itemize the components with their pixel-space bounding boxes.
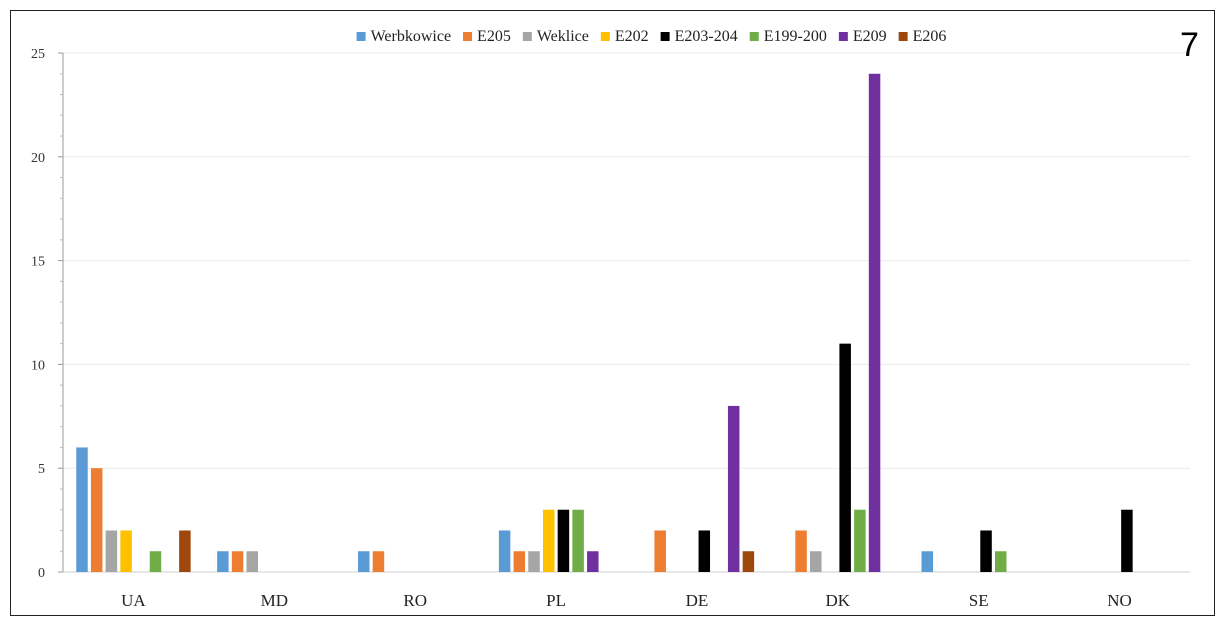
bar-pl-weklice [528, 551, 540, 572]
legend-swatch [522, 32, 532, 41]
y-tick-label: 0 [38, 566, 45, 581]
legend-item: Weklice [522, 28, 589, 45]
bar-ua-e202 [120, 530, 132, 572]
bar-dk-e205 [795, 530, 807, 572]
bar-pl-e205 [513, 551, 526, 572]
legend-label: E205 [477, 28, 511, 45]
bar-de-e203-204 [698, 530, 711, 572]
bar-pl-werbkowice [498, 530, 511, 572]
y-tick-label: 5 [38, 462, 45, 477]
legend-label: E203-204 [675, 28, 738, 45]
bar-pl-e202 [542, 509, 555, 572]
bar-se-werbkowice [921, 551, 933, 572]
bar-md-werbkowice [217, 551, 229, 572]
legend-item: E209 [838, 28, 887, 45]
bar-ro-werbkowice [357, 551, 370, 572]
legend-label: Werbkowice [371, 28, 451, 45]
bar-dk-e199-200 [854, 509, 866, 572]
bar-md-e205 [231, 551, 244, 572]
bar-ua-e206 [179, 530, 191, 572]
legend-item: E206 [898, 28, 947, 45]
x-category-label: MD [261, 591, 288, 610]
bar-se-e203-204 [980, 530, 992, 572]
legend: Werbkowice E205 Weklice E202 E203-204 E199-20… [356, 28, 947, 45]
panel-number: 7 [1180, 26, 1199, 64]
bar-dk-e203-204 [839, 343, 851, 572]
bar-pl-e203-204 [557, 509, 570, 572]
legend-swatch [600, 32, 610, 41]
bar-pl-e199-200 [572, 509, 584, 572]
legend-item: Werbkowice [356, 28, 451, 45]
bar-se-e199-200 [994, 551, 1007, 572]
bar-ro-e205 [372, 551, 385, 572]
legend-swatch [356, 32, 366, 41]
y-tick-label: 10 [31, 358, 45, 373]
legend-label: E209 [853, 28, 887, 45]
x-category-label: SE [969, 591, 989, 610]
x-category-label: UA [121, 591, 146, 610]
y-tick-label: 15 [31, 255, 45, 270]
x-category-label: PL [546, 591, 566, 610]
legend-swatch [898, 32, 908, 41]
legend-item: E203-204 [660, 28, 738, 45]
legend-swatch [463, 32, 473, 41]
legend-item: E205 [463, 28, 511, 45]
gridlines [63, 52, 1190, 573]
bar-dk-e209 [868, 73, 881, 572]
legend-swatch [838, 32, 848, 41]
bar-md-weklice [246, 551, 259, 572]
legend-label: E202 [615, 28, 649, 45]
bar-dk-weklice [810, 551, 822, 572]
legend-item: E199-200 [749, 28, 827, 45]
x-category-label: RO [403, 591, 427, 610]
y-tick-label: 20 [31, 151, 45, 166]
x-axis-labels: UA MD RO PL DE DK SE NO [121, 591, 1132, 610]
chart-frame [10, 10, 1215, 616]
x-category-label: DE [686, 591, 709, 610]
bar-ua-e199-200 [149, 551, 162, 572]
x-category-label: DK [826, 591, 851, 610]
legend-swatch [660, 32, 670, 41]
legend-swatch [749, 32, 759, 41]
x-category-label: NO [1107, 591, 1132, 610]
bar-ua-weklice [105, 530, 118, 572]
bar-ua-werbkowice [76, 447, 88, 572]
bar-de-e206 [742, 551, 755, 572]
bar-pl-e209 [587, 551, 599, 572]
bar-ua-e205 [90, 468, 103, 572]
legend-label: E206 [913, 28, 947, 45]
bar-de-e205 [654, 530, 666, 572]
legend-label: E199-200 [764, 28, 827, 45]
bar-no-e203-204 [1121, 509, 1133, 572]
bar-de-e209 [727, 405, 740, 572]
legend-item: E202 [600, 28, 649, 45]
legend-label: Weklice [537, 28, 589, 45]
bars [76, 73, 1133, 572]
y-tick-label: 25 [31, 47, 45, 62]
y-axis: 0 5 10 15 20 25 [31, 47, 1190, 581]
